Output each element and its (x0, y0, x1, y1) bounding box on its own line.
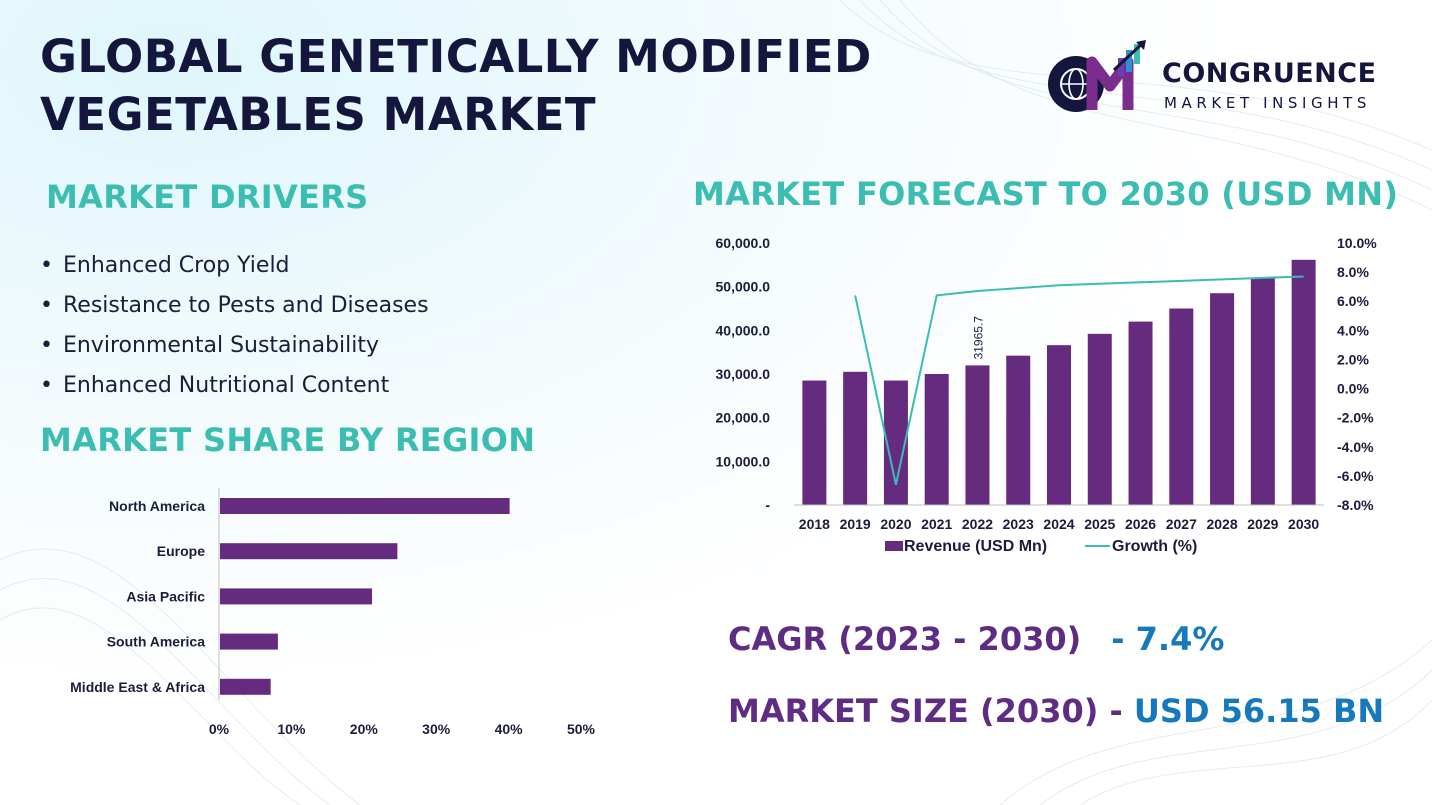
region-category-label: North America (109, 498, 205, 514)
market-forecast-heading: MARKET FORECAST TO 2030 (USD MN) (693, 175, 1399, 213)
y2-tick-label: -6.0% (1337, 468, 1374, 484)
logo-tagline: MARKET INSIGHTS (1164, 94, 1372, 112)
region-tick-label: 30% (422, 721, 451, 737)
region-bar (220, 633, 278, 650)
region-bar (220, 588, 373, 605)
y-tick-label: 30,000.0 (716, 366, 771, 382)
y-tick-label: 20,000.0 (716, 410, 771, 426)
region-tick-label: 10% (277, 721, 306, 737)
x-tick-label: 2019 (840, 516, 871, 532)
x-tick-label: 2024 (1043, 516, 1074, 532)
y2-tick-label: 4.0% (1337, 322, 1369, 338)
region-tick-label: 50% (567, 721, 596, 737)
logo-name: CONGRUENCE (1162, 58, 1377, 89)
x-tick-label: 2026 (1125, 516, 1156, 532)
region-share-chart: North America Europe Asia Pacific South Ame… (70, 488, 596, 737)
revenue-bar (1128, 321, 1153, 505)
legend-label-growth: Growth (%) (1112, 538, 1197, 555)
revenue-bar (1250, 277, 1275, 505)
region-category-label: South America (107, 634, 205, 650)
region-category-label: Asia Pacific (126, 588, 205, 604)
x-tick-label: 2028 (1206, 516, 1237, 532)
region-category-label: Europe (157, 543, 205, 559)
y2-tick-label: 6.0% (1337, 293, 1369, 309)
x-tick-label: 2025 (1084, 516, 1115, 532)
cagr-label: CAGR (2023 - 2030) (728, 620, 1082, 658)
market-drivers-list: Enhanced Crop Yield Resistance to Pests … (40, 250, 429, 410)
growth-line (854, 275, 1304, 485)
x-tick-label: 2023 (1003, 516, 1034, 532)
y2-tick-label: -8.0% (1337, 497, 1374, 513)
x-tick-label: 2029 (1247, 516, 1278, 532)
y2-tick-label: 8.0% (1337, 264, 1369, 280)
y2-tick-label: -2.0% (1337, 410, 1374, 426)
page-title: GLOBAL GENETICALLY MODIFIED VEGETABLES M… (40, 28, 872, 144)
revenue-bar (1087, 333, 1112, 505)
market-drivers-heading: MARKET DRIVERS (46, 178, 369, 216)
region-bar (220, 498, 510, 514)
region-tick-label: 40% (495, 721, 524, 737)
y-tick-label: - (765, 497, 770, 513)
x-tick-label: 2021 (921, 516, 952, 532)
revenue-bar (1169, 308, 1194, 505)
legend-label-revenue: Revenue (USD Mn) (904, 538, 1047, 555)
revenue-bar (924, 374, 949, 505)
market-size-value: USD 56.15 BN (1133, 692, 1385, 730)
driver-item: Environmental Sustainability (40, 330, 429, 370)
driver-item: Resistance to Pests and Diseases (40, 290, 429, 330)
revenue-bar (1006, 355, 1031, 505)
region-tick-label: 0% (209, 721, 230, 737)
market-share-heading: MARKET SHARE BY REGION (40, 421, 536, 459)
y2-tick-label: 0.0% (1337, 381, 1369, 397)
x-tick-label: 2020 (880, 516, 911, 532)
y-tick-label: 50,000.0 (716, 279, 771, 295)
data-label: 31965.7 (971, 316, 985, 360)
cagr-value: - 7.4% (1111, 620, 1225, 658)
revenue-bar (965, 365, 990, 505)
region-bar (220, 678, 271, 695)
x-tick-label: 2027 (1166, 516, 1197, 532)
x-tick-label: 2022 (962, 516, 993, 532)
region-tick-label: 20% (350, 721, 379, 737)
forecast-chart: - 10,000.0 20,000.0 30,000.0 40,000.0 50,000.… (716, 235, 1378, 555)
title-line-1: GLOBAL GENETICALLY MODIFIED (40, 30, 872, 83)
y-tick-label: 40,000.0 (716, 322, 771, 338)
cagr-stat: CAGR (2023 - 2030) - 7.4% (728, 620, 1224, 658)
driver-item: Enhanced Nutritional Content (40, 370, 429, 410)
x-tick-label: 2018 (799, 516, 830, 532)
revenue-bar (1291, 259, 1316, 505)
company-logo: CONGRUENCE MARKET INSIGHTS (1044, 40, 1404, 120)
revenue-bar (1047, 345, 1071, 505)
y2-tick-label: 10.0% (1337, 235, 1377, 251)
title-line-2: VEGETABLES MARKET (40, 88, 597, 141)
y-tick-label: 10,000.0 (716, 453, 771, 469)
driver-item: Enhanced Crop Yield (40, 250, 429, 290)
y-tick-label: 60,000.0 (716, 235, 771, 251)
logo-mark-icon (1048, 40, 1146, 112)
y2-tick-label: 2.0% (1337, 351, 1369, 367)
revenue-bar (1210, 293, 1235, 505)
revenue-bar (802, 380, 827, 505)
y2-tick-label: -4.0% (1337, 439, 1374, 455)
market-size-label: MARKET SIZE (2030) - (728, 692, 1123, 730)
x-tick-label: 2030 (1288, 516, 1319, 532)
revenue-bar (843, 371, 868, 505)
legend-swatch-revenue (885, 541, 903, 551)
region-category-label: Middle East & Africa (70, 679, 205, 695)
market-size-stat: MARKET SIZE (2030) - USD 56.15 BN (728, 692, 1384, 730)
region-bar (220, 543, 398, 560)
